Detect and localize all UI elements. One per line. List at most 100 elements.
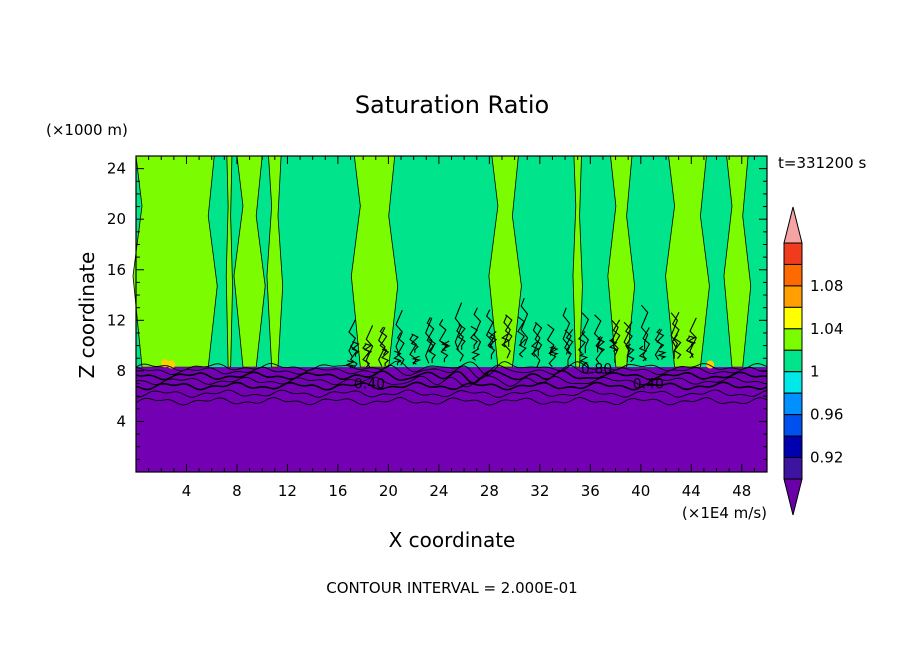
x-tick-label: 16 xyxy=(328,482,347,500)
x-axis-label: X coordinate xyxy=(389,528,516,552)
contour-line xyxy=(135,360,768,376)
contour-line xyxy=(135,381,768,391)
contour-line xyxy=(565,329,574,355)
contour-line xyxy=(411,355,422,365)
contour-line xyxy=(456,324,464,362)
contour-line xyxy=(596,336,606,353)
contour-line xyxy=(395,309,403,355)
colorbar-label: 0.92 xyxy=(810,449,843,467)
moist-column-region xyxy=(132,155,218,368)
contour-line xyxy=(548,346,557,368)
contour-line xyxy=(363,343,373,356)
colorbar-bin xyxy=(783,414,803,437)
contour-line xyxy=(135,364,768,380)
colorbar-top-arrow xyxy=(783,206,803,244)
colorbar-label: 1.08 xyxy=(810,277,843,295)
contour-line xyxy=(503,315,511,359)
contour-label: 0.40 xyxy=(633,377,664,393)
moist-column-region xyxy=(665,155,710,368)
y-tick-label: 16 xyxy=(107,261,126,279)
contour-line xyxy=(549,345,559,356)
colorbar: 1.08 1.04 1 0.96 0.92 xyxy=(783,206,843,516)
x-axis-unit: (×1E4 m/s) xyxy=(682,504,767,522)
contour-line xyxy=(608,338,618,352)
contour-line xyxy=(470,325,479,349)
contour-line xyxy=(640,304,649,350)
contour-line xyxy=(520,297,529,346)
contour-line xyxy=(673,334,682,359)
time-label: t=331200 s xyxy=(778,154,866,172)
y-tick-label: 4 xyxy=(116,412,126,430)
x-tick-label: 36 xyxy=(581,482,600,500)
contour-line xyxy=(656,350,667,360)
y-tick-label: 20 xyxy=(107,210,126,228)
x-tick-label: 4 xyxy=(182,482,192,500)
contour-line xyxy=(593,314,602,353)
moist-column-region xyxy=(350,155,399,368)
contour-line xyxy=(348,319,356,358)
contour-line xyxy=(518,338,527,358)
contour-line xyxy=(626,343,635,363)
contour-line xyxy=(393,350,402,366)
colorbar-bottom-arrow xyxy=(783,478,803,516)
y-axis-label: Z coordinate xyxy=(75,252,99,379)
colorbar-bin xyxy=(783,435,803,459)
colorbar-bin xyxy=(783,328,803,351)
colorbar-bin xyxy=(783,306,803,330)
contour-line xyxy=(378,327,386,367)
contour-line xyxy=(410,333,419,353)
colorbar-bin xyxy=(783,392,803,416)
contour-label: 0.40 xyxy=(354,377,385,393)
x-axis-ticks: 4 8 12 16 20 24 28 32 36 40 44 48 xyxy=(148,156,755,500)
contour-line xyxy=(424,317,433,364)
contour-line xyxy=(441,340,451,352)
contour-line xyxy=(501,333,510,348)
contour-line xyxy=(135,389,768,398)
chart-title: Saturation Ratio xyxy=(355,91,549,119)
contour-line xyxy=(473,307,482,350)
contour-line xyxy=(579,353,589,366)
contour-line xyxy=(428,339,437,363)
x-tick-label: 24 xyxy=(429,482,448,500)
y-tick-label: 12 xyxy=(107,311,126,329)
contour-line xyxy=(351,341,360,357)
contour-line xyxy=(689,317,697,358)
contour-line xyxy=(642,327,651,361)
x-tick-label: 28 xyxy=(480,482,499,500)
contour-interval-note: CONTOUR INTERVAL = 2.000E-01 xyxy=(326,579,577,597)
contour-plot-area xyxy=(132,155,767,472)
contour-line xyxy=(546,323,555,356)
contour-line xyxy=(438,319,447,352)
colorbar-label: 1.04 xyxy=(810,320,843,338)
contour-line xyxy=(532,322,541,368)
contour-line xyxy=(485,309,494,349)
contour-line xyxy=(471,348,481,361)
contour-line xyxy=(365,325,374,368)
contour-line xyxy=(135,397,768,406)
x-tick-label: 40 xyxy=(631,482,650,500)
colorbar-label: 1 xyxy=(810,363,820,381)
colorbar-bin xyxy=(783,371,803,394)
colorbar-bin xyxy=(783,242,803,265)
contour-line xyxy=(611,319,619,363)
contour-line xyxy=(581,312,590,354)
contour-line xyxy=(362,343,371,368)
contour-line xyxy=(685,336,694,359)
y-axis-ticks: 4 8 12 16 20 24 xyxy=(107,160,767,460)
contour-line xyxy=(672,311,680,348)
contour-line xyxy=(379,326,388,356)
contour-line xyxy=(564,329,572,366)
y-tick-label: 8 xyxy=(116,362,126,380)
x-tick-label: 44 xyxy=(682,482,701,500)
contour-line xyxy=(457,323,466,350)
contour-line xyxy=(381,348,390,367)
x-tick-label: 20 xyxy=(379,482,398,500)
y-tick-label: 24 xyxy=(107,160,126,178)
contour-line xyxy=(612,319,621,352)
x-tick-label: 48 xyxy=(732,482,751,500)
contour-line xyxy=(625,321,633,351)
contour-line xyxy=(534,321,543,357)
contour-line xyxy=(670,312,679,359)
contour-line xyxy=(577,331,586,354)
